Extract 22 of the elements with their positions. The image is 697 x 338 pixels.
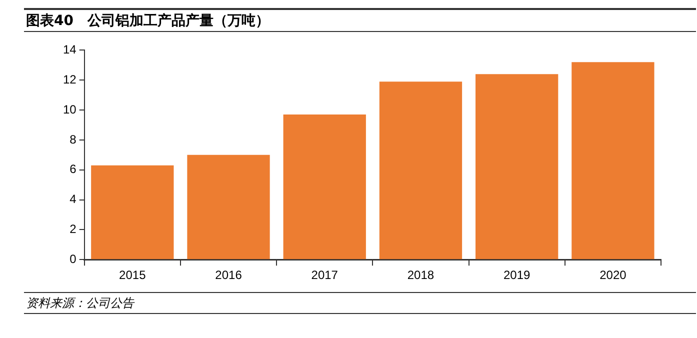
bar bbox=[283, 114, 366, 260]
chart-title: 图表40 公司铝加工产品产量（万吨） bbox=[24, 8, 696, 32]
y-tick-label: 12 bbox=[62, 72, 77, 86]
y-tick-label: 14 bbox=[62, 42, 77, 57]
bar bbox=[91, 165, 174, 260]
x-tick-label: 2020 bbox=[600, 268, 627, 282]
bar bbox=[476, 74, 558, 260]
x-tick-label: 2016 bbox=[215, 268, 242, 282]
text: 资料来源：公司公告 bbox=[24, 292, 696, 314]
bar bbox=[187, 154, 270, 260]
y-tick-label: 2 bbox=[70, 222, 77, 236]
bar bbox=[572, 62, 654, 260]
y-tick-label: 4 bbox=[70, 192, 77, 206]
bar bbox=[379, 82, 462, 260]
y-tick-label: 0 bbox=[70, 252, 77, 266]
x-tick-label: 2015 bbox=[119, 268, 146, 282]
y-tick-label: 8 bbox=[70, 132, 77, 146]
y-tick-label: 6 bbox=[70, 162, 77, 176]
x-tick-label: 2019 bbox=[503, 268, 531, 282]
x-tick-label: 2017 bbox=[311, 268, 338, 282]
y-tick-label: 10 bbox=[62, 102, 77, 116]
x-tick-label: 2018 bbox=[407, 268, 434, 282]
